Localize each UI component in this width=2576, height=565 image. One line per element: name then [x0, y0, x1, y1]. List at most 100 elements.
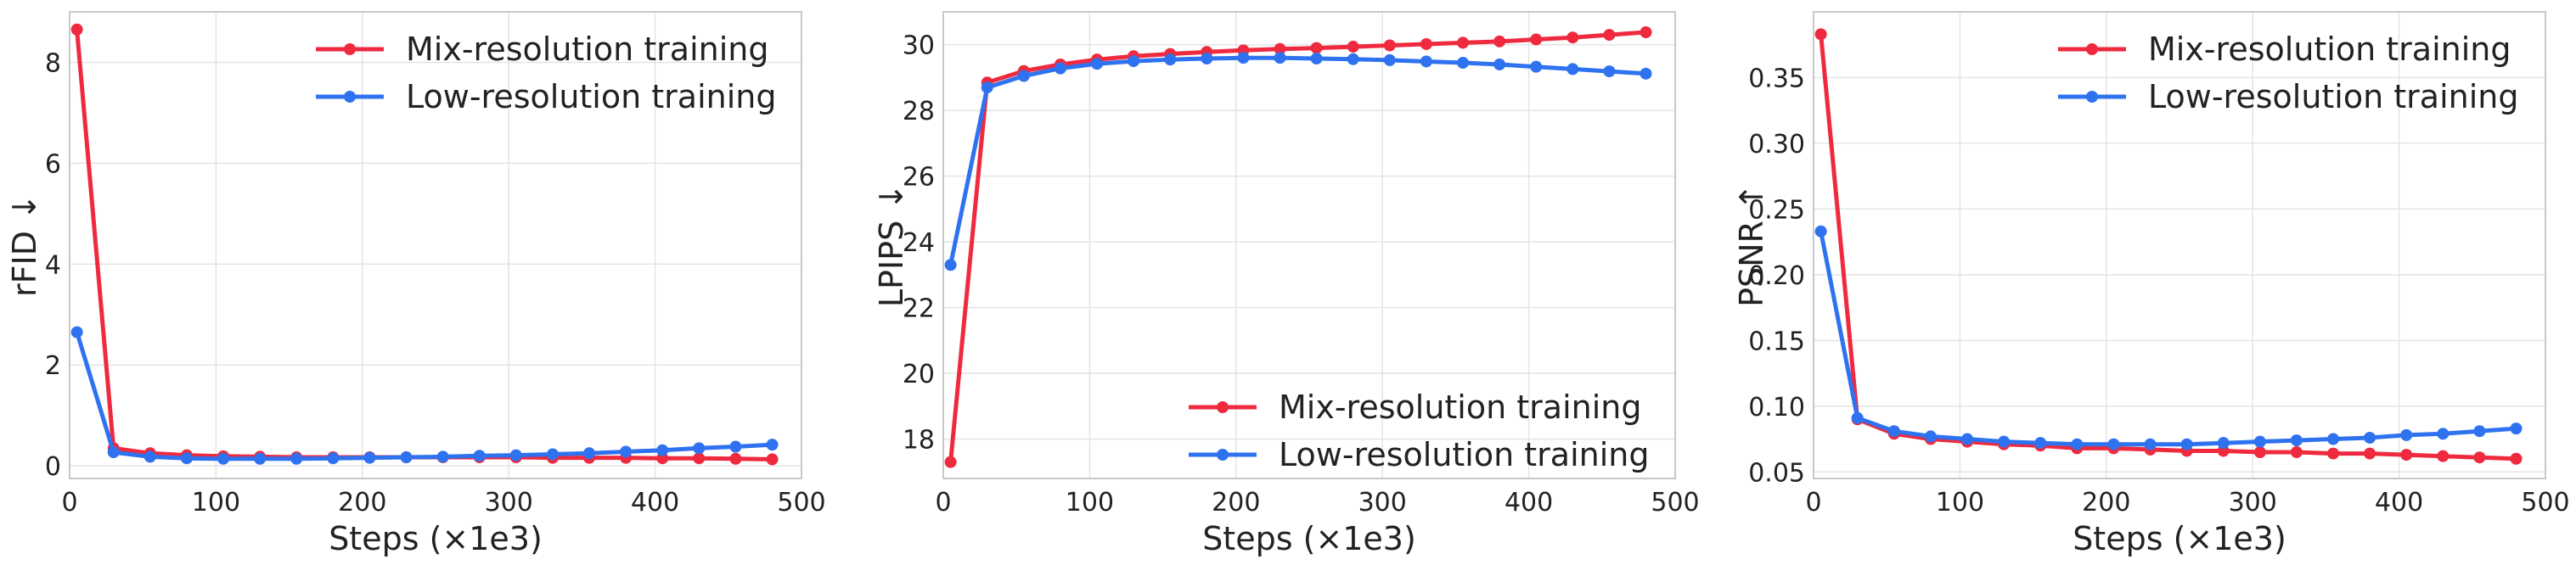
data-point [1017, 70, 1030, 82]
data-point [2107, 438, 2120, 450]
data-point [290, 452, 303, 465]
data-point [1457, 36, 1470, 49]
data-point [254, 452, 267, 465]
data-point [2473, 451, 2486, 464]
series-line-low-resolution [948, 55, 1648, 267]
data-point [1530, 33, 1543, 46]
data-point [143, 450, 156, 463]
data-point [1814, 225, 1827, 238]
data-point [656, 444, 669, 456]
x-tick-label: 400 [631, 488, 679, 517]
data-point [1530, 60, 1543, 73]
data-point [2253, 435, 2266, 448]
data-point [363, 451, 376, 464]
x-tick-label: 400 [1505, 488, 1553, 517]
data-point [1054, 62, 1066, 75]
legend: Mix-resolution training Low-resolution tr… [316, 31, 776, 115]
data-point [693, 452, 706, 465]
data-point [1091, 58, 1104, 70]
y-tick-label: 18 [903, 426, 935, 456]
data-point [1603, 65, 1616, 78]
data-point [400, 451, 413, 464]
plot-frame [69, 11, 802, 479]
y-tick-label: 0.10 [1748, 393, 1805, 422]
y-tick-label: 30 [903, 31, 935, 61]
y-tick-label: 22 [903, 294, 935, 324]
legend: Mix-resolution training Low-resolution tr… [1189, 389, 1649, 473]
x-tick-label: 100 [192, 488, 240, 517]
data-point [1420, 55, 1432, 68]
data-point [509, 449, 522, 462]
legend: Mix-resolution training Low-resolution tr… [2058, 31, 2518, 115]
legend-marker [1217, 401, 1229, 413]
x-tick-label: 500 [1651, 488, 1699, 517]
data-point [2253, 446, 2266, 459]
data-point [436, 450, 449, 463]
data-point [2327, 433, 2340, 445]
data-point [2437, 428, 2449, 440]
data-point [1128, 55, 1140, 68]
x-tick-label: 300 [2229, 488, 2277, 517]
data-point [981, 81, 993, 94]
y-tick-label: 28 [903, 97, 935, 126]
x-tick-label: 200 [1212, 488, 1260, 517]
y-axis-label: rFID ↓ [6, 193, 43, 297]
data-point [70, 326, 83, 338]
data-point [2290, 446, 2303, 459]
y-tick-label: 0 [45, 452, 61, 482]
x-tick-label: 300 [485, 488, 533, 517]
data-point [1383, 39, 1396, 52]
data-point [729, 452, 742, 465]
y-tick-label: 0.35 [1748, 64, 1805, 93]
x-tick-label: 500 [777, 488, 825, 517]
legend-marker [2086, 43, 2098, 55]
data-point [1603, 29, 1616, 42]
data-point [620, 445, 633, 458]
data-point [70, 23, 83, 36]
legend-marker [2086, 91, 2098, 103]
data-point [1420, 37, 1432, 50]
y-tick-label: 0.05 [1748, 458, 1805, 488]
data-point [944, 259, 957, 271]
data-point [2217, 437, 2230, 450]
data-point [1347, 53, 1359, 65]
legend-label: Low-resolution training [406, 78, 776, 115]
data-point [2364, 431, 2376, 444]
x-tick-label: 0 [1805, 488, 1821, 517]
x-axis-label: Steps (×1e3) [1202, 520, 1416, 557]
series-line-mix-resolution [1819, 31, 2518, 462]
data-point [693, 442, 706, 455]
data-point [2510, 452, 2523, 465]
data-point [1201, 53, 1213, 64]
chart-panel-2: 0 100 200 300 400 500 18 20 22 24 26 28 30 Steps (×1e… [873, 11, 1700, 557]
data-point [2180, 438, 2193, 450]
legend-label: Mix-resolution training [1279, 389, 1641, 426]
data-point [1274, 52, 1286, 64]
x-tick-label: 100 [1936, 488, 1984, 517]
series-line-mix-resolution [948, 30, 1648, 465]
legend-marker [1217, 449, 1229, 461]
data-point [1851, 411, 1864, 424]
data-point [1566, 63, 1579, 76]
y-tick-label: 0.20 [1748, 261, 1805, 291]
x-tick-label: 200 [338, 488, 386, 517]
data-point [944, 456, 957, 468]
legend-label: Low-resolution training [2148, 78, 2518, 115]
data-point [729, 440, 742, 453]
data-point [2290, 434, 2303, 447]
data-point [2144, 438, 2157, 450]
data-point [1237, 52, 1250, 64]
legend-label: Mix-resolution training [2148, 31, 2511, 68]
data-point [107, 446, 120, 459]
plot-frame [942, 11, 1676, 479]
data-point [2071, 438, 2084, 450]
data-point [2473, 425, 2486, 438]
y-tick-label: 20 [903, 360, 935, 389]
data-point [1961, 433, 1974, 445]
data-point [1640, 26, 1652, 39]
data-point [1457, 57, 1470, 70]
data-point [2327, 447, 2340, 460]
x-tick-label: 400 [2375, 488, 2423, 517]
data-point [1493, 35, 1506, 48]
